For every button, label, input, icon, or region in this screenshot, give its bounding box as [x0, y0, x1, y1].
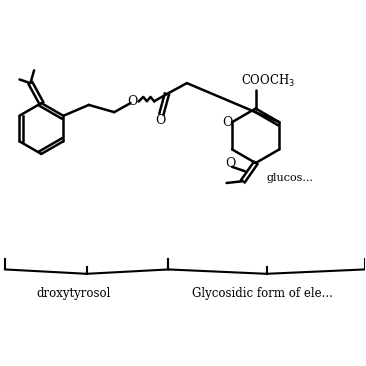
Text: O: O	[127, 95, 138, 108]
Text: Glycosidic form of ele...: Glycosidic form of ele...	[193, 287, 333, 300]
Text: droxytyrosol: droxytyrosol	[37, 287, 111, 300]
Text: COOCH$_3$: COOCH$_3$	[241, 73, 295, 89]
Text: O: O	[156, 114, 166, 127]
Text: O: O	[223, 116, 233, 129]
Text: O: O	[225, 157, 235, 170]
Text: glucos...: glucos...	[266, 173, 313, 183]
